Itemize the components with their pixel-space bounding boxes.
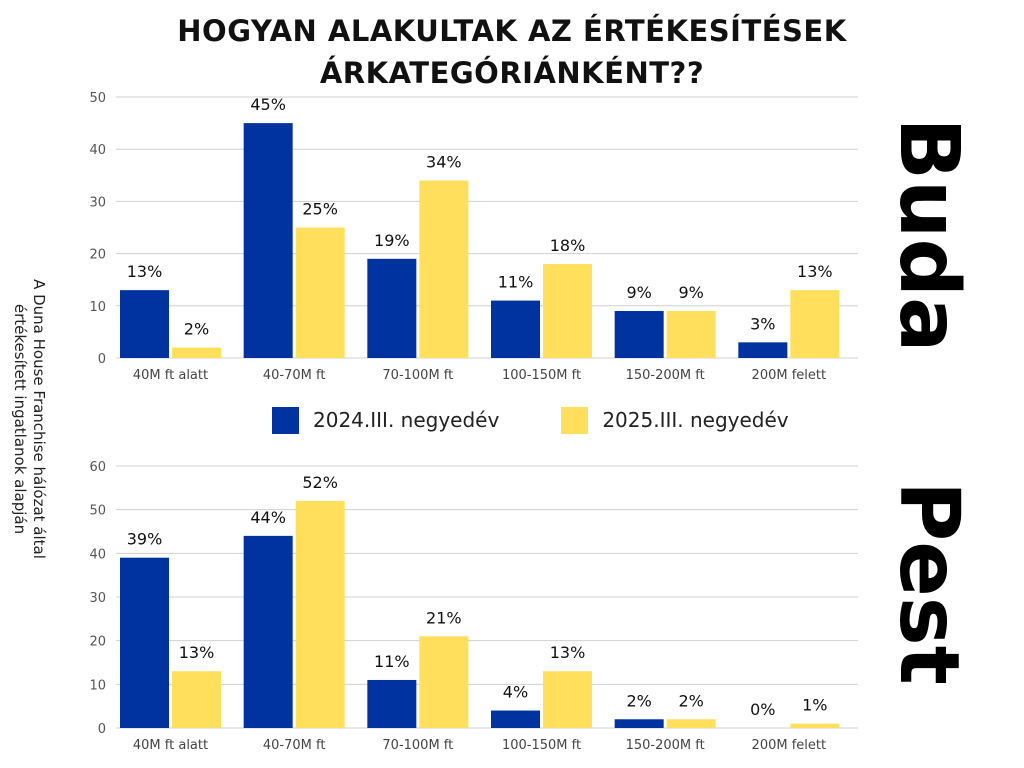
chart-title: HOGYAN ALAKULTAK AZ ÉRTÉKESÍTÉSEK ÁRKATE… [0,10,1024,94]
buda-bar-2024 [367,258,417,358]
pest-y-tick: 40 [89,547,106,562]
buda-y-tick: 50 [89,91,106,106]
pest-bar-2025 [172,671,221,728]
buda-data-label-2024: 19% [374,231,410,250]
pest-x-tick: 100-150M ft [502,738,581,753]
buda-x-tick: 150-200M ft [626,368,705,383]
pest-bar-2025 [543,671,592,728]
pest-y-tick: 0 [98,722,106,737]
buda-data-label-2025: 2% [184,320,209,339]
buda-y-tick: 40 [89,143,106,158]
buda-data-label-2025: 34% [426,153,462,172]
buda-data-label-2025: 25% [302,200,338,219]
buda-data-label-2024: 3% [750,314,775,333]
buda-bar-2025 [419,180,469,358]
legend-label-2025: 2025.III. negyedév [602,408,789,432]
legend-item-2025: 2025.III. negyedév [561,406,789,434]
pest-y-tick: 10 [89,678,106,693]
pest-bar-2025 [790,723,840,728]
pest-data-label-2024: 0% [750,700,775,719]
buda-data-label-2024: 13% [127,262,163,281]
pest-data-label-2024: 2% [626,691,651,710]
buda-bar-2025 [172,347,221,358]
buda-data-label-2025: 18% [550,236,586,255]
buda-bar-2025 [790,290,840,358]
pest-x-tick: 40-70M ft [263,738,326,753]
pest-x-tick: 40M ft alatt [133,738,208,753]
buda-data-label-2024: 45% [250,95,286,114]
buda-chart: 0 10 20 30 40 50 13% 2% 40M ft alatt 45% 25% 40-70M… [89,91,858,383]
pest-data-label-2025: 1% [802,696,827,715]
pest-x-tick: 200M felett [752,738,827,753]
pest-data-label-2024: 44% [250,508,286,527]
buda-bar-2024 [614,311,664,358]
buda-bar-2025 [543,264,592,358]
buda-data-label-2025: 13% [797,262,833,281]
buda-data-label-2025: 9% [678,283,703,302]
buda-data-label-2024: 9% [626,283,651,302]
pest-bar-2024 [243,535,293,728]
buda-x-tick: 40-70M ft [263,368,326,383]
pest-data-label-2025: 13% [550,643,586,662]
buda-y-tick: 20 [89,248,106,263]
pest-label: Pest [881,481,976,685]
pest-data-label-2025: 13% [179,643,215,662]
pest-bar-2024 [367,679,417,728]
title-line-2: ÁRKATEGÓRIÁNKÉNT?? [319,56,705,90]
pest-data-label-2025: 2% [678,691,703,710]
pest-x-tick: 70-100M ft [382,738,453,753]
pest-bar-2024 [120,557,169,728]
buda-y-tick: 10 [89,300,106,315]
buda-bar-2024 [120,290,169,358]
title-line-1: HOGYAN ALAKULTAK AZ ÉRTÉKESÍTÉSEK [177,14,847,48]
pest-y-tick: 50 [89,504,106,519]
legend-swatch-2025 [561,406,589,434]
legend-item-2024: 2024.III. negyedév [272,406,500,434]
pest-data-label-2024: 39% [127,530,163,549]
pest-data-label-2024: 11% [374,652,410,671]
legend-label-2024: 2024.III. negyedév [313,408,500,432]
buda-bar-2025 [666,311,716,358]
pest-data-label-2025: 21% [426,608,462,627]
pest-bar-2025 [295,500,345,728]
pest-y-tick: 20 [89,635,106,650]
pest-bar-2024 [491,710,540,728]
pest-bar-2025 [419,636,469,728]
buda-data-label-2024: 11% [498,273,534,292]
buda-x-tick: 200M felett [752,368,827,383]
buda-x-tick: 100-150M ft [502,368,581,383]
buda-label: Buda [881,117,976,353]
buda-x-tick: 70-100M ft [382,368,453,383]
pest-data-label-2025: 52% [302,473,338,492]
legend-swatch-2024 [272,406,299,434]
pest-x-tick: 150-200M ft [626,738,705,753]
legend: 2024.III. negyedév 2025.III. negyedév [272,404,851,436]
buda-bar-2025 [295,227,345,358]
pest-y-tick: 60 [89,460,106,475]
buda-x-tick: 40M ft alatt [133,368,208,383]
pest-bar-2025 [666,719,716,728]
buda-bar-2024 [243,123,293,358]
buda-bar-2024 [738,342,788,358]
buda-y-tick: 0 [98,352,106,367]
source-note: A Duna House Franchise hálózat által ért… [11,279,48,559]
pest-bar-2024 [614,719,664,728]
pest-data-label-2024: 4% [503,683,528,702]
buda-y-tick: 30 [89,195,106,210]
pest-y-tick: 30 [89,591,106,606]
buda-bar-2024 [491,300,540,358]
